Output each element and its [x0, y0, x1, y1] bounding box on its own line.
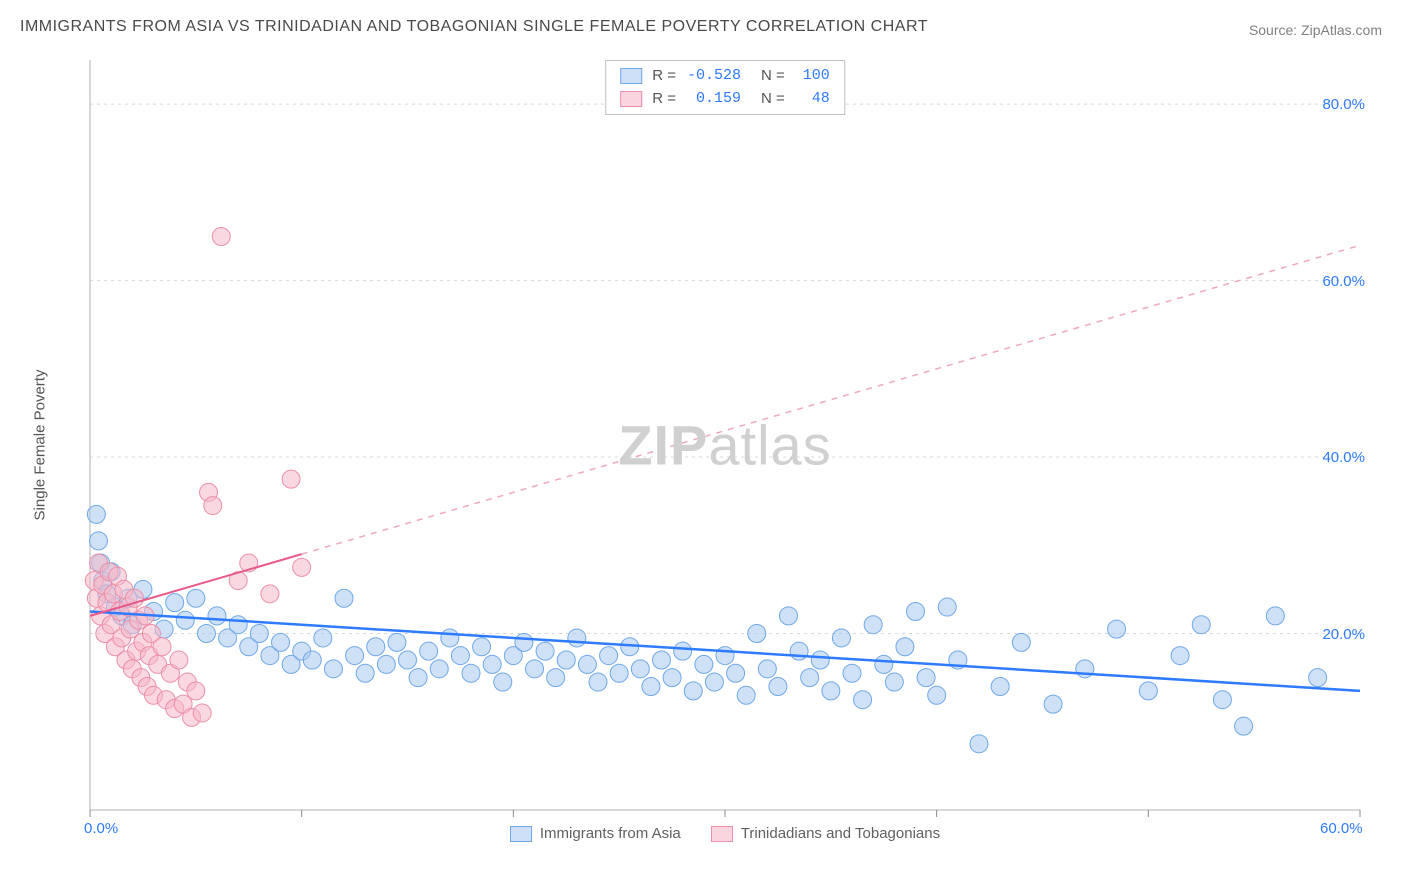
- legend-swatch-pink: [620, 91, 642, 107]
- legend-row-pink: R = 0.159 N = 48: [620, 88, 830, 111]
- chart-title: IMMIGRANTS FROM ASIA VS TRINIDADIAN AND …: [20, 18, 928, 36]
- plot-area: ZIPatlas R = -0.528 N = 100 R = 0.159 N …: [70, 50, 1380, 840]
- correlation-legend: R = -0.528 N = 100 R = 0.159 N = 48: [605, 60, 845, 115]
- legend-swatch-pink: [711, 826, 733, 842]
- n-value-pink: 48: [795, 88, 830, 111]
- y-tick-label: 40.0%: [1322, 449, 1365, 466]
- r-value-blue: -0.528: [686, 65, 741, 88]
- r-value-pink: 0.159: [686, 88, 741, 111]
- legend-swatch-blue: [510, 826, 532, 842]
- n-label: N =: [761, 88, 785, 111]
- r-label: R =: [652, 65, 676, 88]
- y-axis-label: Single Female Poverty: [32, 370, 49, 521]
- correlation-scatter-chart: [70, 50, 1380, 840]
- legend-swatch-blue: [620, 68, 642, 84]
- y-tick-label: 20.0%: [1322, 626, 1365, 643]
- source-attribution: Source: ZipAtlas.com: [1249, 22, 1382, 38]
- y-tick-label: 60.0%: [1322, 273, 1365, 290]
- n-label: N =: [761, 65, 785, 88]
- legend-label-trinidad: Trinidadians and Tobagonians: [741, 825, 940, 842]
- source-label: Source:: [1249, 22, 1301, 38]
- y-tick-label: 80.0%: [1322, 96, 1365, 113]
- legend-item-asia: Immigrants from Asia: [510, 825, 681, 842]
- legend-label-asia: Immigrants from Asia: [540, 825, 681, 842]
- chart-container: Single Female Poverty ZIPatlas R = -0.52…: [50, 50, 1380, 840]
- r-label: R =: [652, 88, 676, 111]
- series-legend: Immigrants from Asia Trinidadians and To…: [70, 825, 1380, 842]
- x-tick-label: 0.0%: [84, 820, 118, 837]
- legend-row-blue: R = -0.528 N = 100: [620, 65, 830, 88]
- legend-item-trinidad: Trinidadians and Tobagonians: [711, 825, 940, 842]
- x-tick-label: 60.0%: [1320, 820, 1363, 837]
- n-value-blue: 100: [795, 65, 830, 88]
- source-value: ZipAtlas.com: [1301, 22, 1382, 38]
